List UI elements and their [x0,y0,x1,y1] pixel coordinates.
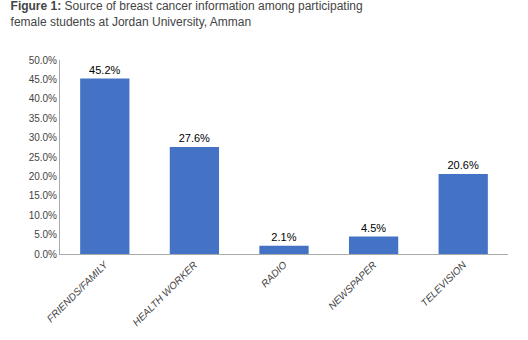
svg-text:15.0%: 15.0% [29,190,57,201]
svg-text:27.6%: 27.6% [179,132,210,144]
svg-text:0.0%: 0.0% [34,249,57,260]
svg-text:2.1%: 2.1% [271,231,296,243]
svg-text:45.2%: 45.2% [89,64,120,76]
svg-text:10.0%: 10.0% [29,210,57,221]
svg-text:FRIENDS/FAMILY: FRIENDS/FAMILY [45,258,111,324]
svg-text:TELEVISION: TELEVISION [419,259,469,309]
svg-text:45.0%: 45.0% [29,74,57,85]
svg-text:25.0%: 25.0% [29,152,57,163]
svg-text:4.5%: 4.5% [361,222,386,234]
svg-text:Figure 1: Source of breast can: Figure 1: Source of breast cancer inform… [11,0,363,29]
svg-text:40.0%: 40.0% [29,93,57,104]
svg-text:30.0%: 30.0% [29,132,57,143]
svg-text:50.0%: 50.0% [29,55,57,66]
svg-text:HEALTH WORKER: HEALTH WORKER [130,259,199,328]
svg-text:NEWSPAPER: NEWSPAPER [326,259,378,311]
svg-text:RADIO: RADIO [259,259,289,289]
svg-text:35.0%: 35.0% [29,113,57,124]
svg-text:20.0%: 20.0% [29,171,57,182]
svg-text:5.0%: 5.0% [34,229,57,240]
svg-text:20.6%: 20.6% [447,159,478,171]
